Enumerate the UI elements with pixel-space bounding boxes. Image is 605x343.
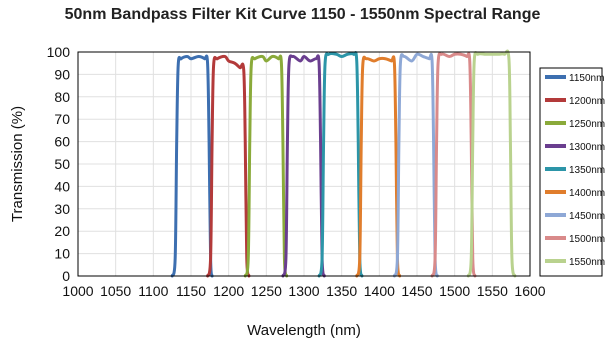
- legend-label-1550nm: 1550nm: [569, 257, 605, 268]
- y-tick-label: 0: [62, 268, 70, 284]
- x-tick-label: 1350: [326, 283, 357, 299]
- legend: 1150nm 1200nm 1250nm 1300nm 1350nm 1400nm 1450…: [539, 67, 605, 277]
- x-tick-label: 1250: [251, 283, 282, 299]
- legend-label-1250nm: 1250nm: [569, 119, 605, 130]
- series-line-1150nm: [170, 54, 214, 278]
- x-tick-label: 1000: [62, 283, 93, 299]
- y-tick-label: 100: [47, 44, 71, 60]
- x-tick-label: 1300: [288, 283, 319, 299]
- y-axis-title: Transmission (%): [9, 106, 26, 222]
- series-line-1400nm: [355, 55, 402, 278]
- series-layer: [170, 49, 517, 278]
- legend-label-1400nm: 1400nm: [569, 188, 605, 199]
- y-tick-label: 90: [54, 66, 70, 82]
- x-tick-label: 1400: [364, 283, 395, 299]
- x-tick-label: 1050: [100, 283, 131, 299]
- x-tick-label: 1150: [176, 283, 206, 299]
- y-tick-label: 40: [54, 178, 70, 194]
- x-tick-labels: 1000 1050 1100 1150 1200 1250 1300 1350 1400 1450…: [62, 283, 545, 299]
- series-line-1500nm: [430, 52, 477, 278]
- y-tick-label: 30: [54, 201, 70, 217]
- x-tick-label: 1100: [138, 283, 168, 299]
- series-line-1300nm: [281, 54, 326, 278]
- plot-frame: [77, 51, 531, 277]
- series-line-1200nm: [206, 54, 251, 278]
- legend-label-1450nm: 1450nm: [569, 211, 605, 222]
- y-tick-label: 10: [54, 246, 70, 262]
- y-tick-label: 60: [54, 134, 70, 150]
- series-line-1550nm: [466, 49, 517, 278]
- legend-box: [539, 67, 603, 277]
- grid: [77, 51, 531, 277]
- legend-label-1200nm: 1200nm: [569, 96, 605, 107]
- x-axis-title: Wavelength (nm): [247, 322, 361, 339]
- chart-title: 50nm Bandpass Filter Kit Curve 1150 - 15…: [64, 6, 541, 23]
- series-line-1250nm: [243, 54, 289, 278]
- y-tick-label: 50: [54, 156, 70, 172]
- series-line-1350nm: [317, 51, 364, 278]
- legend-label-1300nm: 1300nm: [569, 142, 605, 153]
- x-tick-label: 1600: [514, 283, 545, 299]
- x-tick-label: 1200: [213, 283, 244, 299]
- legend-label-1350nm: 1350nm: [569, 165, 605, 176]
- legend-label-1150nm: 1150nm: [569, 73, 604, 84]
- legend-label-1500nm: 1500nm: [569, 234, 605, 245]
- y-tick-label: 20: [54, 223, 70, 239]
- x-tick-label: 1450: [401, 283, 432, 299]
- x-tick-label: 1500: [439, 283, 470, 299]
- y-tick-label: 70: [54, 111, 70, 127]
- y-tick-label: 80: [54, 89, 70, 105]
- series-line-1450nm: [392, 52, 439, 278]
- y-tick-labels: 0 10 20 30 40 50 60 70 80 90 100: [47, 44, 71, 284]
- x-tick-label: 1550: [477, 283, 508, 299]
